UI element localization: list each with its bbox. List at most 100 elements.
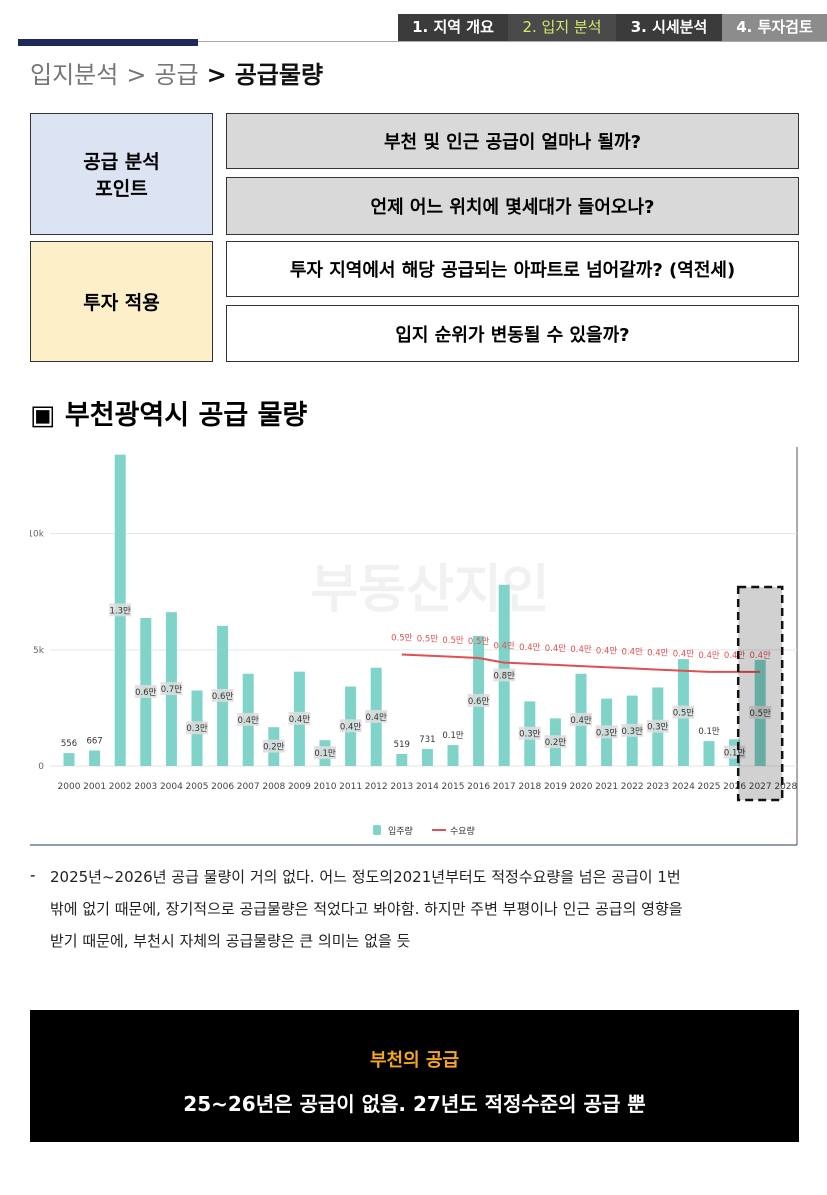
- tab[interactable]: 3. 시세분석: [616, 14, 722, 41]
- value-label: 0.3만: [186, 724, 208, 734]
- value-label: 0.1만: [698, 727, 720, 737]
- x-tick-label: 2019: [544, 782, 567, 792]
- bar: [89, 750, 101, 766]
- section-title: ▣ 부천광역시 공급 물량: [30, 400, 308, 431]
- x-tick-label: 2006: [211, 782, 234, 792]
- value-label-bg: [262, 739, 285, 753]
- x-tick-label: 2028: [774, 782, 797, 792]
- x-tick-label: 2007: [237, 782, 260, 792]
- value-label: 0.3만: [519, 730, 541, 740]
- x-tick-label: 2020: [570, 782, 593, 792]
- value-label-bg: [365, 709, 388, 723]
- value-label: 0.6만: [468, 697, 490, 707]
- tab[interactable]: 2. 입지 분석: [508, 14, 616, 41]
- points-item: 부천 및 인근 공급이 얼마나 될까?: [226, 113, 799, 169]
- value-label-bg: [493, 668, 516, 682]
- x-tick-label: 2003: [134, 782, 157, 792]
- value-label: 0.4만: [289, 715, 311, 725]
- value-label: 0.5만: [673, 709, 695, 719]
- points-item: 언제 어느 위치에 몇세대가 들어오나?: [226, 177, 799, 235]
- value-label: 0.5만: [391, 633, 413, 643]
- value-label-bg: [160, 682, 183, 696]
- x-tick-label: 2005: [186, 782, 209, 792]
- value-label: 0.8만: [494, 671, 516, 681]
- breadcrumb-item[interactable]: 공급: [154, 61, 199, 89]
- legend-label: 수요량: [450, 825, 475, 837]
- x-tick-label: 2009: [288, 782, 311, 792]
- line: [401, 653, 761, 673]
- value-label: 0.4만: [596, 646, 618, 656]
- value-label: 0.5만: [442, 636, 464, 646]
- y-tick-label: 5k: [33, 646, 45, 656]
- x-tick-label: 2012: [365, 782, 388, 792]
- value-label-bg: [595, 725, 618, 739]
- bar: [447, 745, 459, 766]
- value-label: 0.3만: [647, 723, 669, 733]
- value-label-bg: [570, 712, 592, 726]
- value-label-bg: [467, 693, 490, 707]
- value-label-bg: [109, 603, 132, 617]
- x-tick-label: 2026: [723, 782, 746, 792]
- value-label: 519: [394, 740, 410, 750]
- note-line: 밖에 없기 때문에, 장기적으로 공급물량은 적었다고 봐야함. 하지만 주변 …: [50, 900, 683, 918]
- breadcrumb-item[interactable]: 공급물량: [234, 61, 324, 89]
- value-label: 0.4만: [724, 651, 746, 661]
- bar: [421, 749, 433, 766]
- x-tick-label: 2027: [749, 782, 772, 792]
- x-tick-label: 2013: [390, 782, 413, 792]
- x-tick-label: 2017: [493, 782, 516, 792]
- x-tick-label: 2004: [160, 782, 183, 792]
- value-label: 0.4만: [366, 713, 388, 723]
- x-tick-label: 2025: [698, 782, 721, 792]
- breadcrumb-separator: >: [126, 61, 147, 89]
- value-label: 0.3만: [596, 728, 618, 738]
- value-label-bg: [134, 684, 157, 698]
- x-tick-label: 2010: [314, 782, 337, 792]
- value-label: 0.3만: [622, 727, 644, 737]
- note-bullet: -: [30, 866, 36, 884]
- value-label-bg: [518, 726, 541, 740]
- value-label: 0.4만: [570, 645, 592, 655]
- breadcrumb-item[interactable]: 입지분석: [30, 61, 119, 89]
- x-tick-label: 2001: [83, 782, 106, 792]
- bar: [703, 741, 715, 766]
- value-label: 0.5만: [750, 709, 772, 719]
- legend-swatch: [373, 825, 381, 835]
- value-label: 0.6만: [212, 692, 234, 702]
- value-label: 0.4만: [545, 644, 567, 654]
- value-label: 0.4만: [647, 649, 669, 659]
- tab[interactable]: 1. 지역 개요: [398, 14, 508, 41]
- value-label-bg: [339, 719, 362, 733]
- value-label: 0.1만: [314, 749, 336, 759]
- x-tick-label: 2024: [672, 782, 695, 792]
- x-tick-label: 2015: [442, 782, 465, 792]
- value-label-bg: [544, 735, 567, 749]
- value-label: 0.4만: [622, 647, 644, 657]
- x-tick-label: 2014: [416, 782, 439, 792]
- points-label: 공급 분석 포인트: [30, 113, 213, 235]
- header-line: [18, 41, 827, 42]
- tab[interactable]: 4. 투자검토: [722, 14, 827, 41]
- value-label-bg: [237, 712, 260, 726]
- value-label: 731: [419, 735, 435, 745]
- value-label-bg: [186, 721, 208, 735]
- value-label: 0.6만: [135, 688, 157, 698]
- value-label: 0.4만: [570, 716, 592, 726]
- summary-box: 부천의 공급 25~26년은 공급이 없음. 27년도 적정수준의 공급 뿐: [30, 1010, 799, 1142]
- highlight-box: [736, 585, 784, 802]
- value-label: 0.5만: [417, 635, 439, 645]
- x-tick-label: 2022: [621, 782, 644, 792]
- value-label: 0.4만: [673, 650, 695, 660]
- x-tick-label: 2021: [595, 782, 618, 792]
- value-label-bg: [672, 705, 695, 719]
- x-tick-label: 2000: [58, 782, 81, 792]
- value-label-bg: [749, 705, 772, 719]
- value-label: 0.4만: [750, 651, 772, 661]
- value-label-bg: [211, 688, 234, 702]
- value-label: 0.4만: [519, 643, 541, 653]
- x-tick-label: 2018: [518, 782, 541, 792]
- x-tick-label: 2011: [339, 782, 362, 792]
- legend-label: 입주량: [388, 825, 413, 837]
